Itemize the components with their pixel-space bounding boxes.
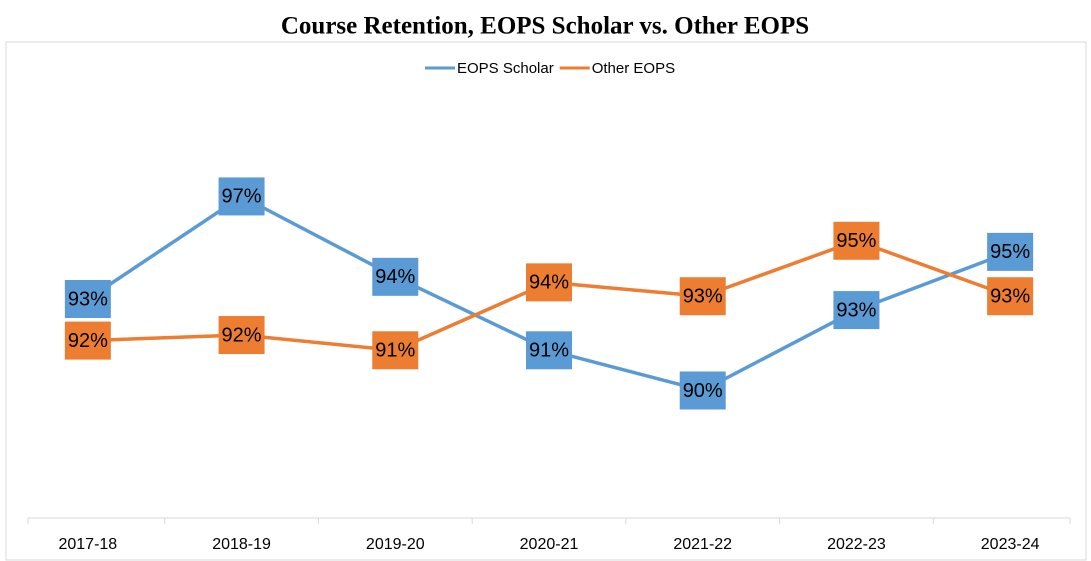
chart-title: Course Retention, EOPS Scholar vs. Other… — [281, 13, 809, 40]
data-label-box — [679, 277, 726, 316]
data-label-box — [679, 371, 726, 410]
data-label-box — [372, 257, 419, 296]
data-label-box — [526, 263, 572, 302]
data-label: 90% — [683, 380, 723, 402]
x-tick-label: 2020-21 — [520, 536, 579, 553]
data-label-box — [526, 331, 572, 370]
x-tick-label: 2021-22 — [673, 536, 732, 553]
data-label: 93% — [683, 286, 723, 308]
data-label: 93% — [836, 299, 876, 321]
x-tick-label: 2022-23 — [827, 536, 886, 553]
data-label-box — [64, 321, 111, 360]
data-label-box — [218, 177, 265, 216]
data-label: 92% — [68, 330, 108, 352]
data-label: 95% — [836, 230, 876, 252]
legend-label: Other EOPS — [592, 60, 675, 77]
data-label-box — [987, 232, 1034, 271]
data-label-box — [218, 316, 265, 355]
data-label: 91% — [529, 340, 569, 362]
data-label: 91% — [375, 340, 415, 362]
x-tick-label: 2017-18 — [58, 536, 117, 553]
data-label-box — [372, 331, 419, 370]
x-tick-label: 2019-20 — [366, 536, 425, 553]
data-label: 94% — [375, 266, 415, 288]
legend-label: EOPS Scholar — [457, 60, 554, 77]
data-label-box — [64, 280, 111, 318]
data-label-box — [833, 221, 880, 260]
data-label: 95% — [990, 241, 1030, 263]
data-label-box — [833, 291, 880, 330]
data-label-box — [987, 277, 1034, 316]
data-label: 93% — [990, 286, 1030, 308]
data-label: 94% — [529, 272, 569, 294]
data-label: 93% — [68, 288, 108, 310]
data-label: 97% — [222, 186, 262, 208]
data-label: 92% — [222, 324, 262, 346]
x-tick-label: 2023-24 — [981, 536, 1040, 553]
chart-border — [5, 41, 1087, 561]
x-tick-label: 2018-19 — [212, 536, 271, 553]
